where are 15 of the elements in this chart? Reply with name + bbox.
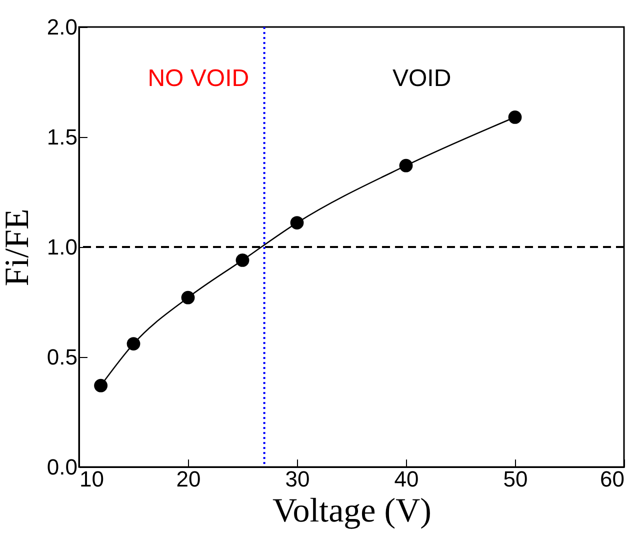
- x-axis-title: Voltage (V): [272, 492, 432, 530]
- x-tick-label: 60: [600, 466, 624, 492]
- annotation: VOID: [392, 65, 452, 92]
- annotation: NO VOID: [148, 65, 250, 92]
- x-tick-label: 20: [176, 466, 201, 492]
- x-tick-label: 50: [503, 466, 528, 492]
- x-tick-label: 30: [285, 466, 310, 492]
- y-tick-label: 0.5: [46, 344, 78, 370]
- y-tick-label: 0.0: [46, 454, 78, 480]
- x-tick-label: 10: [80, 466, 104, 492]
- y-tick-label: 2.0: [46, 14, 78, 40]
- x-tick-label: 40: [394, 466, 419, 492]
- y-tick-label: 1.0: [46, 234, 78, 260]
- y-tick-label: 1.5: [46, 124, 78, 150]
- y-axis-title: Fi/FE: [0, 208, 36, 286]
